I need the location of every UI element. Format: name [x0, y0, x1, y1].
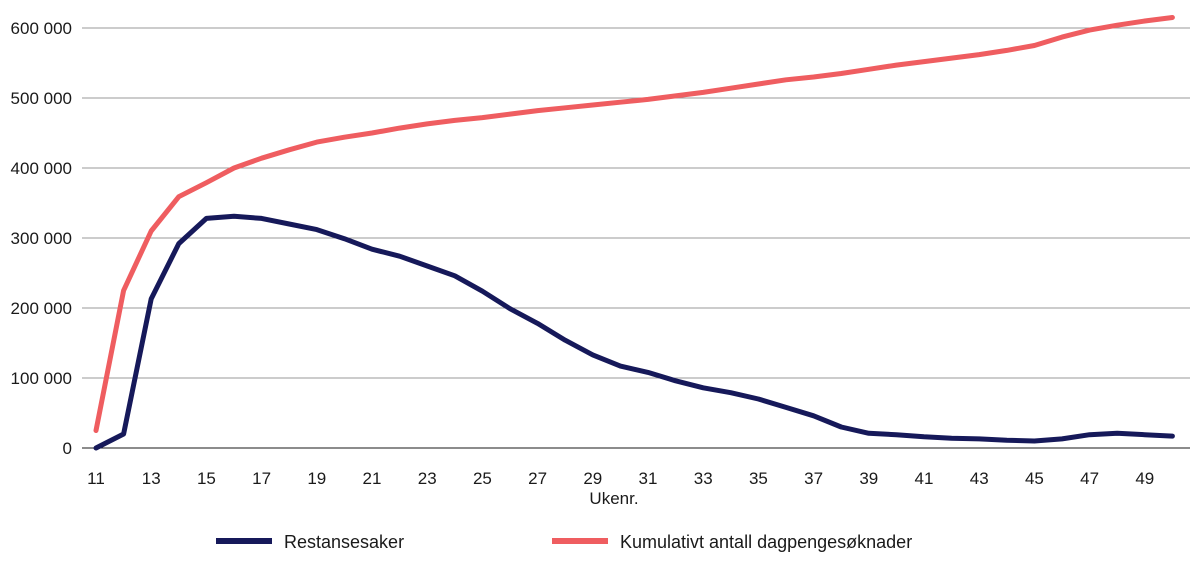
y-axis-ticks: 0 100 000 200 000 300 000 400 000 500 000 600 …: [11, 19, 72, 458]
x-axis-ticks: 11 13 15 17 19 21 23 25 27 29 31 33 35 37 39 41 43 45 47 49: [87, 469, 1154, 488]
x-tick-label: 37: [804, 469, 823, 488]
y-tick-label: 0: [63, 439, 72, 458]
x-tick-label: 15: [197, 469, 216, 488]
y-tick-label: 500 000: [11, 89, 72, 108]
x-tick-label: 27: [528, 469, 547, 488]
y-tick-label: 600 000: [11, 19, 72, 38]
x-tick-label: 29: [583, 469, 602, 488]
x-tick-label: 35: [749, 469, 768, 488]
legend: Restansesaker Kumulativt antall dagpenges…: [216, 532, 912, 552]
x-axis-title: Ukenr.: [589, 489, 638, 508]
x-tick-label: 19: [307, 469, 326, 488]
y-tick-label: 400 000: [11, 159, 72, 178]
legend-label: Kumulativt antall dagpengesøknader: [620, 532, 912, 552]
y-tick-label: 300 000: [11, 229, 72, 248]
series-lines: [93, 15, 1175, 451]
y-tick-label: 200 000: [11, 299, 72, 318]
series-line-1: [93, 213, 1175, 451]
x-tick-label: 31: [639, 469, 658, 488]
y-tick-label: 100 000: [11, 369, 72, 388]
x-tick-label: 13: [142, 469, 161, 488]
x-tick-label: 43: [970, 469, 989, 488]
x-tick-label: 21: [363, 469, 382, 488]
x-tick-label: 25: [473, 469, 492, 488]
x-tick-label: 11: [87, 469, 105, 488]
x-tick-label: 33: [694, 469, 713, 488]
x-tick-label: 23: [418, 469, 437, 488]
legend-label: Restansesaker: [284, 532, 404, 552]
series-line-2: [93, 15, 1175, 433]
x-tick-label: 45: [1025, 469, 1044, 488]
x-tick-label: 41: [915, 469, 934, 488]
x-tick-label: 17: [252, 469, 271, 488]
x-tick-label: 49: [1135, 469, 1154, 488]
x-tick-label: 39: [859, 469, 878, 488]
x-tick-label: 47: [1080, 469, 1099, 488]
gridlines: [82, 27, 1190, 379]
